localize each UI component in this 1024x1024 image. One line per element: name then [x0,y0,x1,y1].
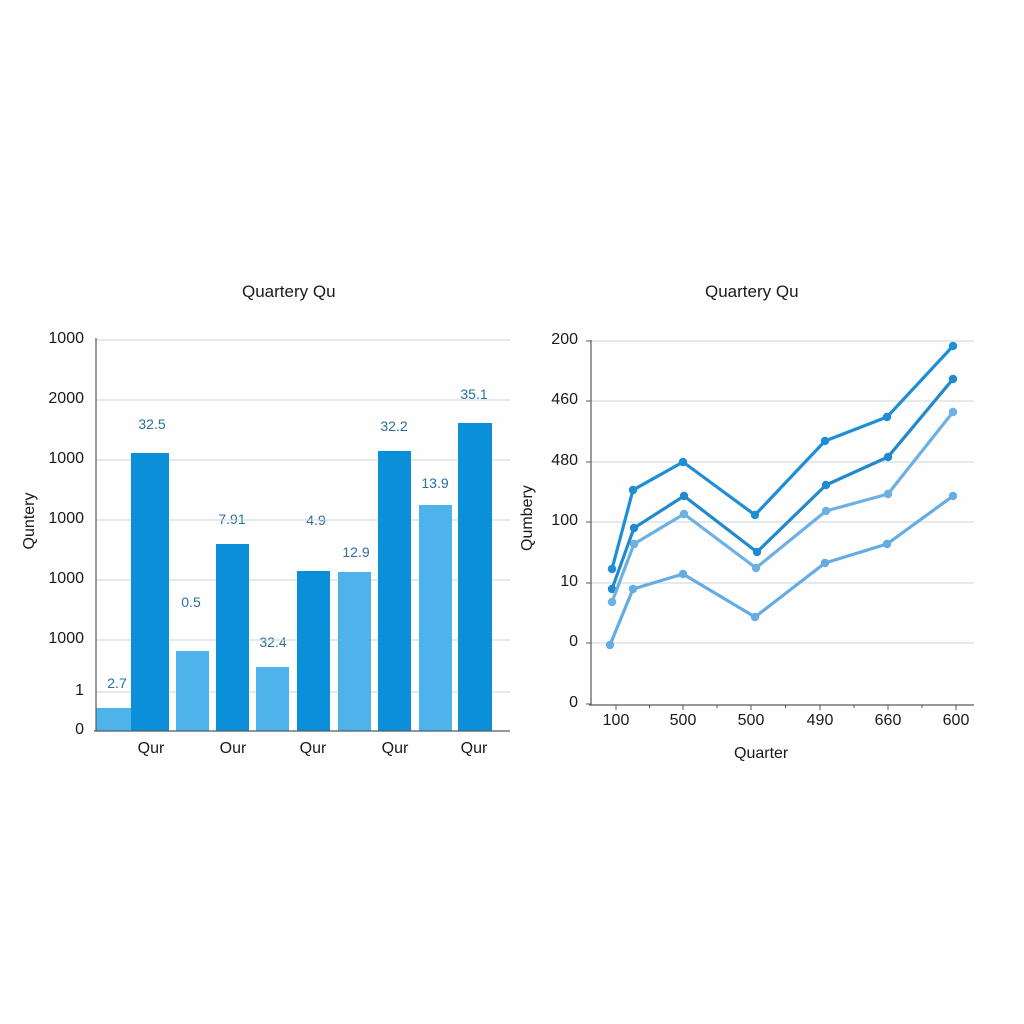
bar-data-label: 35.1 [460,386,488,402]
y-tick-label: 1000 [48,330,84,347]
x-tick-label: Qur [137,740,165,757]
bar-data-label: 32.5 [138,416,166,432]
y-tick-label: 0 [569,633,578,650]
bar-data-label: 2.7 [107,675,127,691]
y-tick-label: 200 [551,331,578,348]
y-tick-label: 10 [560,573,578,590]
x-tick-label: Our [219,740,247,757]
x-tick-label: Qur [299,740,327,757]
bar-data-label: 4.9 [306,512,326,528]
x-tick-label: Qur [460,740,488,757]
bar-data-label: 0.5 [181,594,201,610]
x-tick-label: 100 [602,712,630,729]
bar-data-label: 32.4 [259,634,287,650]
bar-data-label: 32.2 [380,418,408,434]
y-tick-label: 100 [551,512,578,529]
y-tick-label: 1 [75,682,84,699]
line-chart-panel: Quartery Qu Qumbery Quarter [512,0,1024,1024]
bar-data-label: 13.9 [421,475,449,491]
y-tick-label: 1000 [48,450,84,467]
y-tick-label: 0 [569,694,578,711]
y-tick-label: 0 [75,721,84,738]
line-chart-x-axis-title: Quarter [734,745,789,762]
x-tick-label: 490 [806,712,834,729]
y-tick-label: 2000 [48,390,84,407]
bar-chart-panel: Quartery Qu Quntery 1000 2000 1000 1000 1000… [21,282,488,757]
x-tick-label: Qur [381,740,409,757]
line-chart-title: Quartery Qu [705,282,799,301]
x-tick-label: 500 [669,712,697,729]
y-tick-label: 1000 [48,630,84,647]
y-tick-label: 480 [551,452,578,469]
bar-data-label: 7.91 [218,511,246,527]
bar-chart-title: Quartery Qu [242,282,336,301]
x-tick-label: 500 [737,712,765,729]
bar-data-label: 12.9 [342,544,370,560]
y-tick-label: 1000 [48,570,84,587]
x-tick-label: 660 [874,712,902,729]
y-tick-label: 1000 [48,510,84,527]
y-tick-label: 460 [551,391,578,408]
x-tick-label: 600 [942,712,970,729]
